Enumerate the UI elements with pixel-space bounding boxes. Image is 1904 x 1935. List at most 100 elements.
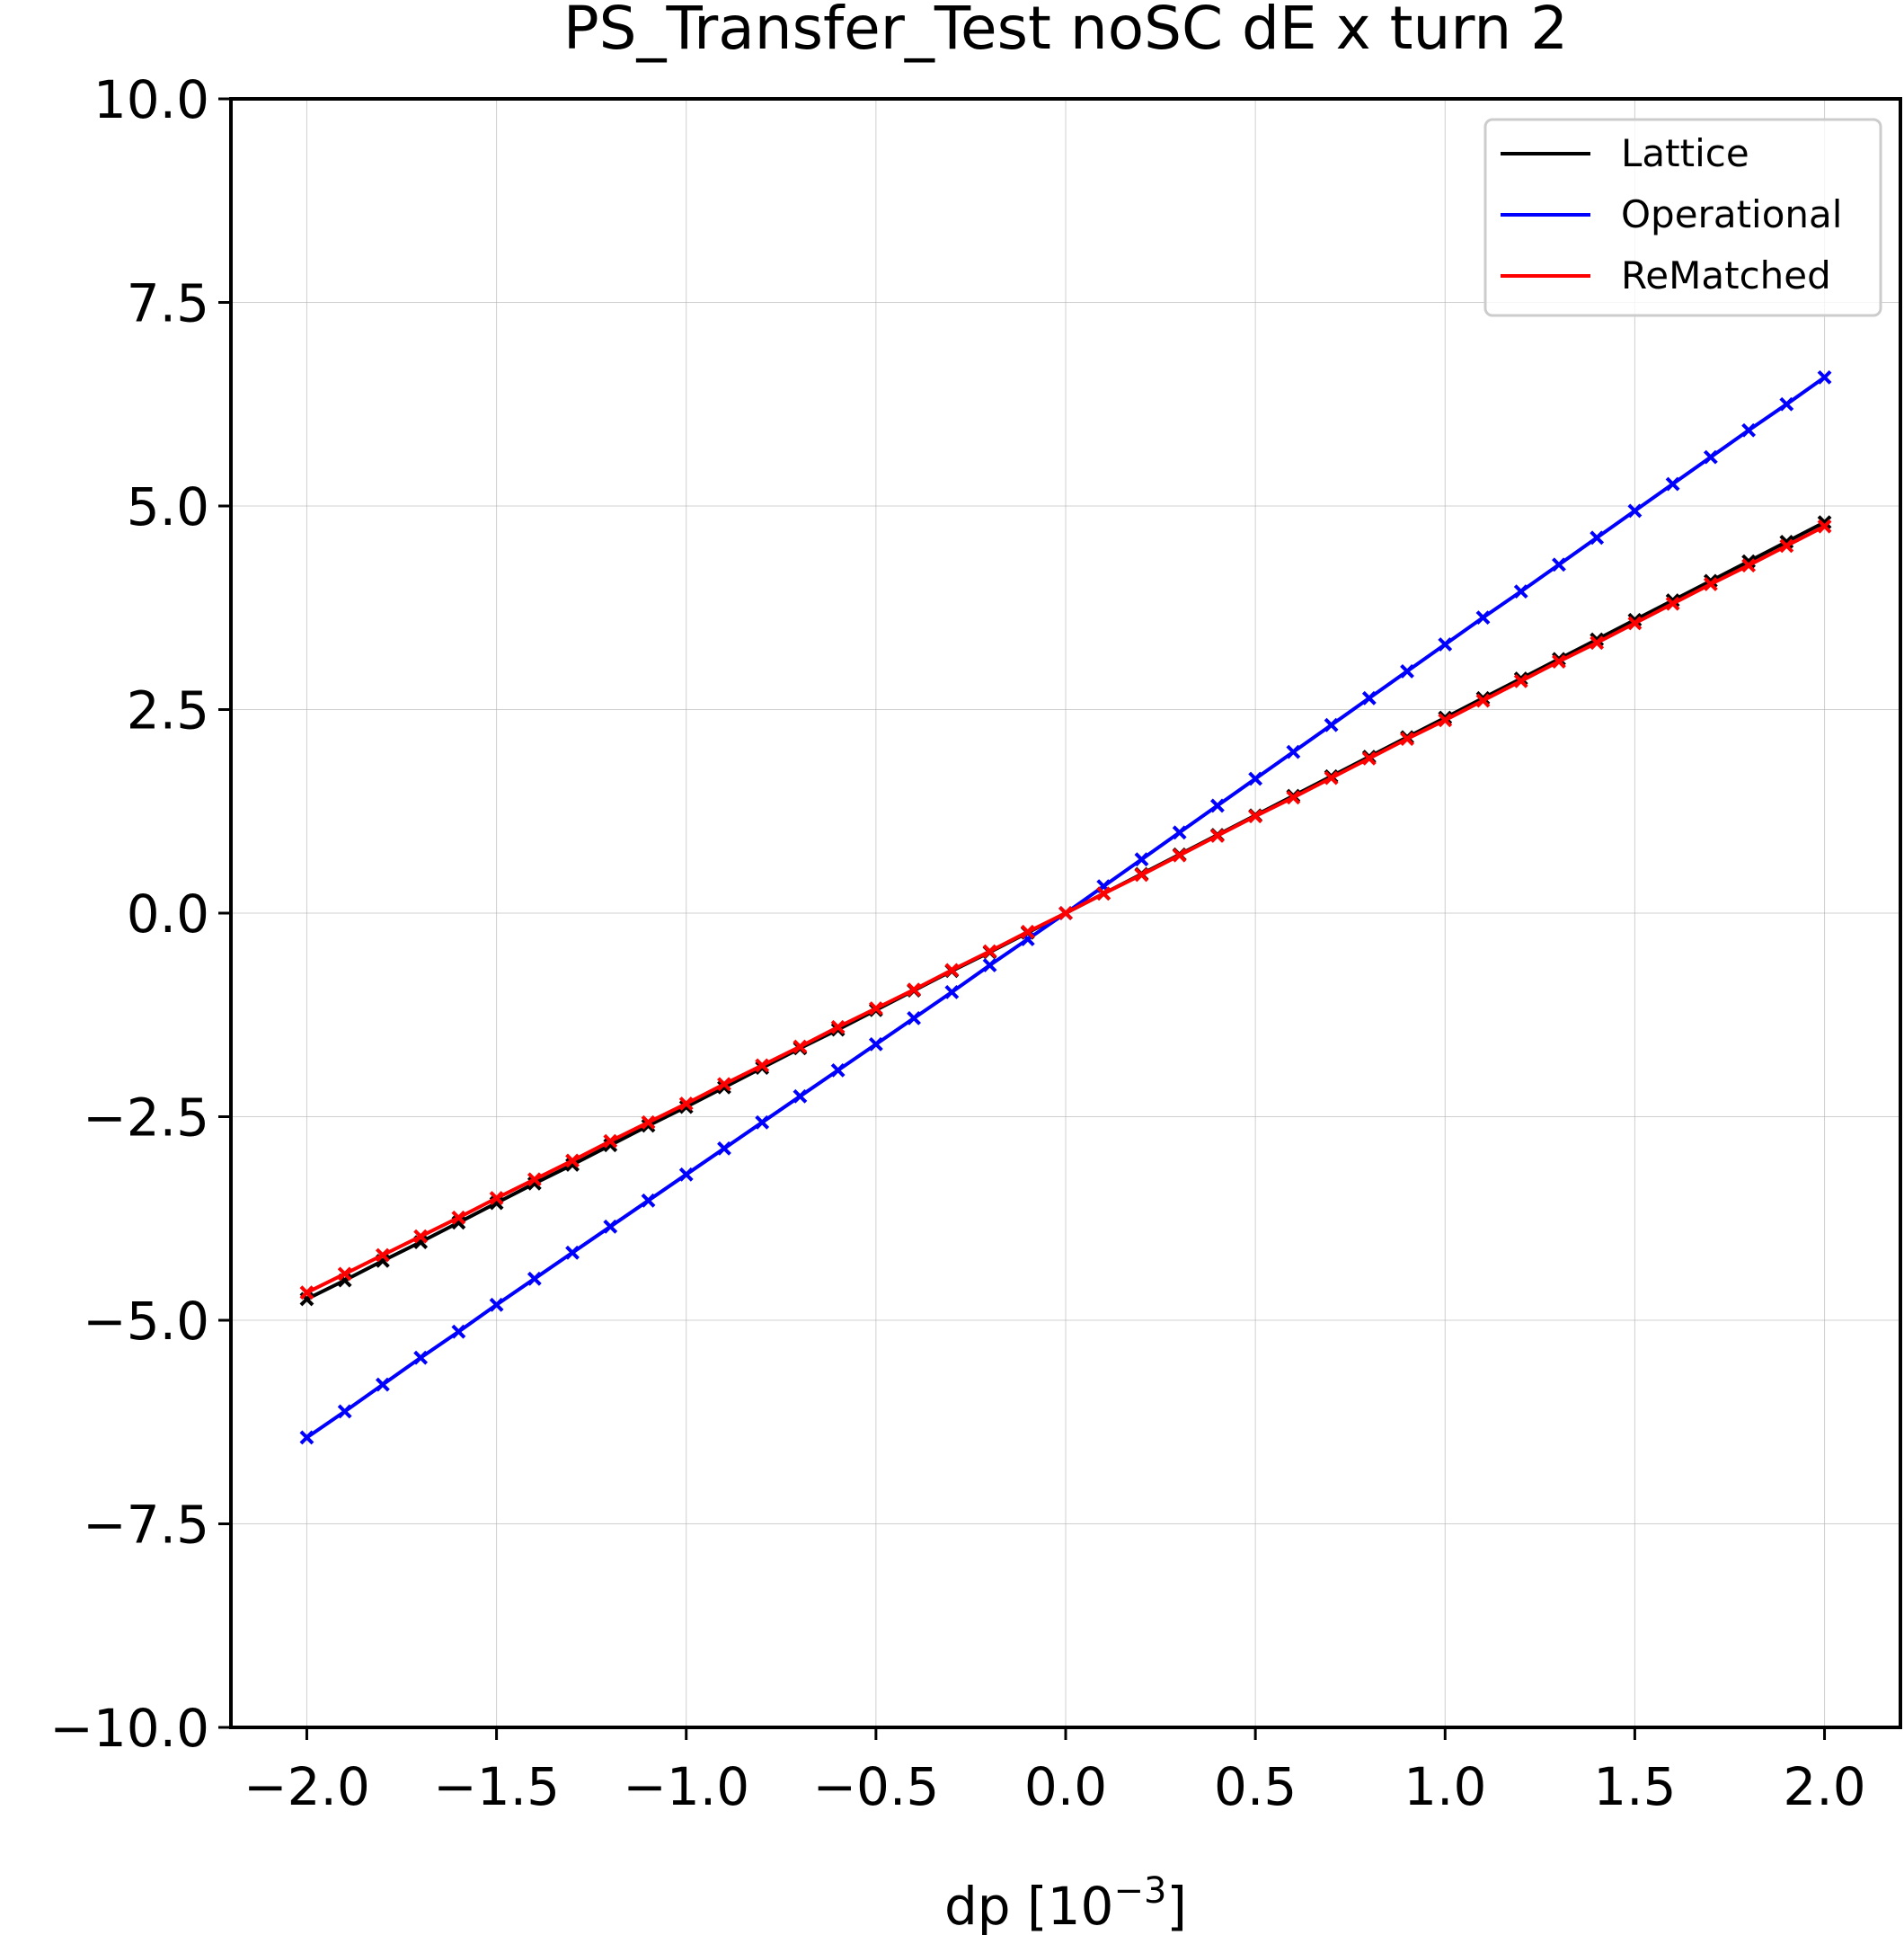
- data-point: [1020, 924, 1035, 939]
- data-point: [982, 944, 997, 959]
- y-tick-label: 10.0: [93, 69, 209, 130]
- x-tick-label: −2.0: [244, 1756, 370, 1817]
- data-point: [375, 1247, 390, 1263]
- data-point: [793, 1039, 808, 1054]
- data-point: [1058, 906, 1073, 920]
- data-point: [527, 1271, 542, 1286]
- data-point: [1817, 515, 1832, 530]
- data-point: [1361, 750, 1377, 766]
- chart-title: PS_Transfer_Test noSC dE x turn 2: [563, 0, 1568, 63]
- data-point: [907, 982, 922, 998]
- data-point: [755, 1058, 770, 1073]
- data-point: [1627, 503, 1643, 519]
- data-point: [337, 1266, 352, 1282]
- data-point: [1552, 557, 1566, 573]
- data-point: [1552, 654, 1566, 669]
- data-point: [413, 1229, 429, 1244]
- data-point: [830, 1062, 846, 1078]
- data-point: [1665, 596, 1680, 611]
- data-point: [641, 1114, 656, 1130]
- data-point: [1286, 744, 1301, 759]
- data-point: [830, 1019, 846, 1034]
- y-tick-label: −5.0: [83, 1291, 209, 1352]
- data-point: [375, 1377, 390, 1392]
- data-point: [868, 1036, 883, 1052]
- x-tick-label: 1.0: [1404, 1756, 1486, 1817]
- y-tick-label: −10.0: [49, 1698, 209, 1759]
- data-point: [944, 963, 960, 978]
- data-point: [1703, 577, 1718, 591]
- data-point: [1438, 713, 1453, 728]
- data-point: [1513, 584, 1528, 599]
- data-point: [451, 1324, 466, 1339]
- y-tick-label: 2.5: [127, 680, 209, 741]
- data-point: [1703, 449, 1718, 465]
- y-tick-label: 7.5: [127, 273, 209, 334]
- data-point: [1665, 476, 1680, 492]
- data-point: [717, 1077, 731, 1092]
- data-point: [489, 1191, 504, 1206]
- data-point: [489, 1297, 504, 1312]
- data-point: [1324, 717, 1339, 732]
- x-tick-label: −0.5: [812, 1756, 939, 1817]
- data-point: [793, 1088, 808, 1104]
- data-point: [1134, 867, 1149, 883]
- data-point: [1248, 771, 1263, 786]
- data-point: [1172, 848, 1187, 863]
- x-axis-label-close: ]: [1166, 1876, 1187, 1935]
- data-point: [1248, 809, 1263, 824]
- data-point: [1513, 673, 1528, 688]
- data-point: [907, 1010, 922, 1025]
- data-point: [565, 1245, 580, 1260]
- data-point: [1741, 422, 1757, 438]
- data-point: [1400, 732, 1414, 747]
- x-tick-label: −1.0: [623, 1756, 749, 1817]
- data-point: [1324, 770, 1339, 786]
- data-point: [1779, 396, 1794, 412]
- data-point: [1209, 798, 1225, 813]
- data-point: [1400, 664, 1414, 679]
- data-point: [1361, 690, 1377, 706]
- legend-label-rematched: ReMatched: [1621, 253, 1831, 297]
- data-point: [1817, 519, 1832, 534]
- x-axis-label: dp [10−3]: [944, 1870, 1187, 1935]
- x-tick-label: 2.0: [1783, 1756, 1865, 1817]
- data-point: [1134, 852, 1149, 867]
- data-point: [337, 1404, 352, 1419]
- y-tick-label: 5.0: [127, 476, 209, 537]
- data-point: [982, 958, 997, 972]
- data-point: [451, 1210, 466, 1225]
- x-tick-label: 0.5: [1214, 1756, 1297, 1817]
- data-point: [944, 984, 960, 999]
- data-point: [1172, 825, 1187, 840]
- data-point: [1590, 530, 1605, 546]
- y-tick-label: −2.5: [83, 1087, 209, 1149]
- data-point: [413, 1350, 429, 1365]
- legend-label-lattice: Lattice: [1621, 131, 1749, 175]
- x-tick-label: 1.5: [1593, 1756, 1676, 1817]
- data-point: [678, 1096, 694, 1111]
- data-point: [717, 1141, 731, 1156]
- data-point: [299, 1285, 314, 1300]
- data-point: [1741, 558, 1757, 573]
- legend: Lattice Operational ReMatched: [1483, 118, 1882, 317]
- legend-label-operational: Operational: [1621, 192, 1842, 236]
- data-point: [641, 1193, 656, 1208]
- x-tick-label: −1.5: [433, 1756, 560, 1817]
- data-point: [1475, 610, 1491, 626]
- data-point: [603, 1133, 618, 1149]
- data-point: [565, 1153, 580, 1168]
- data-point: [603, 1219, 618, 1234]
- data-point: [1627, 616, 1643, 631]
- data-point: [1779, 538, 1794, 554]
- data-point: [1286, 790, 1301, 805]
- y-tick-label: −7.5: [83, 1495, 209, 1556]
- data-point: [868, 1001, 883, 1016]
- y-tick-label: 0.0: [127, 883, 209, 945]
- data-point: [755, 1114, 770, 1130]
- axis-ticks: −2.0 −1.5 −1.0 −0.5 0.0 0.5 1.0 1.5 2.0 −10.0 −7.5…: [49, 69, 1865, 1817]
- data-point: [1438, 637, 1453, 652]
- data-point: [678, 1167, 694, 1182]
- data-point: [1096, 886, 1111, 901]
